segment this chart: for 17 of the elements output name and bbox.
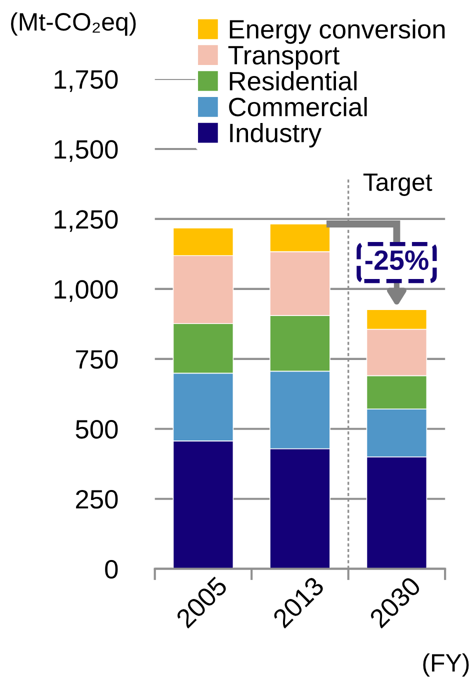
y-axis-title: (Mt-CO₂eq) [11,12,136,36]
legend-label: Residential [230,71,357,90]
y-tick-label: 1,250 [54,210,118,232]
annotation: -25% [365,250,428,270]
legend-label: Energy conversion [230,19,445,44]
legend-label: Commercial [229,97,367,116]
x-axis-title: (FY) [423,653,469,677]
y-tick-label: 1,500 [54,140,118,162]
legend-label: Industry [230,122,322,148]
y-tick-label: 250 [76,490,118,509]
y-tick-label: 1,000 [54,280,118,302]
y-tick-label: 1,750 [54,70,118,92]
annotation: Target [363,174,432,196]
y-tick-label: 750 [76,350,118,369]
y-tick-label: 500 [76,420,118,439]
legend-label: Transport [228,46,340,70]
y-tick-label: 0 [105,560,118,579]
